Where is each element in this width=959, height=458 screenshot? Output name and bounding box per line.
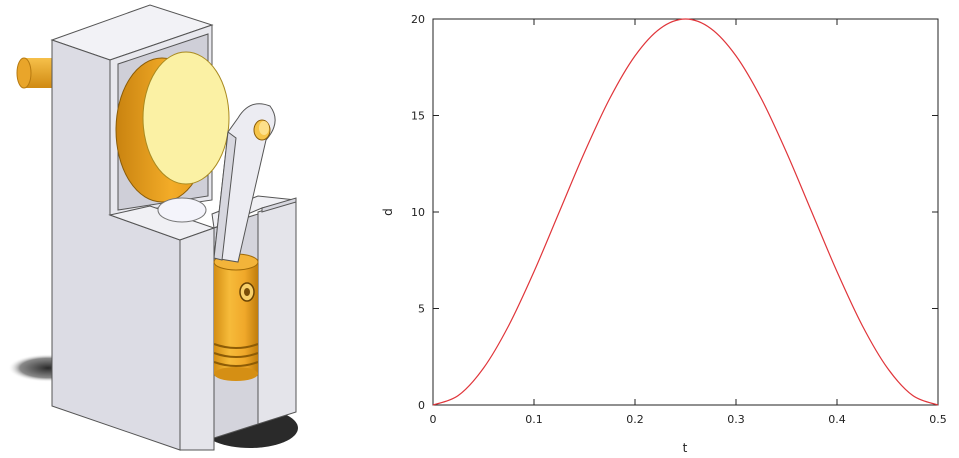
y-axis-title: d <box>381 208 395 216</box>
x-tick-label: 0 <box>430 413 437 426</box>
y-tick-label: 20 <box>411 13 425 26</box>
x-tick-label: 0.3 <box>727 413 745 426</box>
x-axis: 0 0.1 0.2 0.3 0.4 0.5 <box>430 19 947 426</box>
mechanism-illustration <box>8 4 298 451</box>
plot-frame <box>432 18 939 406</box>
y-tick-label: 15 <box>411 110 425 123</box>
y-tick-label: 10 <box>411 206 425 219</box>
crank-bearing <box>157 197 207 223</box>
x-tick-label: 0.2 <box>626 413 644 426</box>
y-tick-label: 0 <box>418 399 425 412</box>
piston <box>213 253 259 381</box>
chart: 0 0.1 0.2 0.3 0.4 0.5 0 5 10 15 20 t d <box>381 13 947 455</box>
y-axis: 0 5 10 15 20 <box>411 13 938 412</box>
series-line-d <box>432 18 939 406</box>
x-tick-label: 0.1 <box>525 413 543 426</box>
x-axis-title: t <box>683 441 688 455</box>
y-tick-label: 5 <box>418 303 425 316</box>
crank-pin <box>253 119 271 141</box>
connecting-rod <box>213 103 276 263</box>
x-tick-label: 0.5 <box>929 413 947 426</box>
x-tick-label: 0.4 <box>828 413 846 426</box>
crank-disc <box>115 51 230 203</box>
